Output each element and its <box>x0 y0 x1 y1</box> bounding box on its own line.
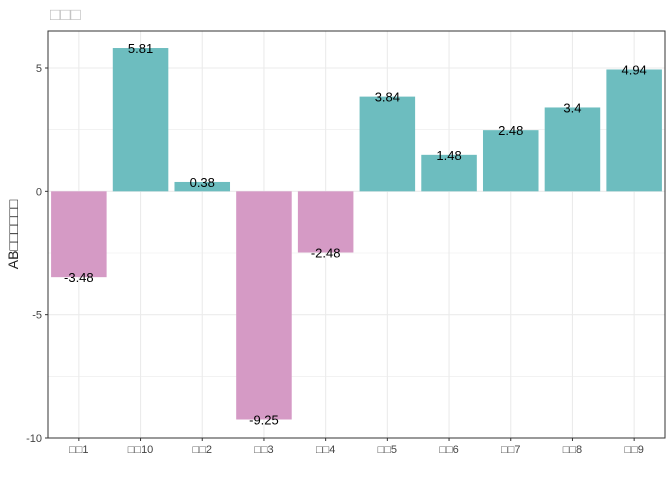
x-tick-label: □□6 <box>439 444 458 456</box>
bar <box>297 191 354 253</box>
x-tick-label: □□5 <box>378 444 397 456</box>
y-axis: -10 -5 0 5 <box>26 63 48 445</box>
bar <box>51 191 107 278</box>
data-label: 1.48 <box>436 148 461 163</box>
x-tick-label: □□9 <box>624 444 643 456</box>
y-tick-label: 0 <box>36 186 42 198</box>
y-tick-label: 5 <box>36 63 42 75</box>
bar <box>236 191 292 420</box>
chart-title: □□□ <box>50 5 81 24</box>
bars <box>51 48 662 420</box>
x-tick-label: □□10 <box>128 444 154 456</box>
bar <box>174 181 231 192</box>
x-axis: □□1 □□10 □□2 □□3 □□4 □□5 □□6 □□7 □□8 □□9 <box>69 438 644 456</box>
data-label: 5.81 <box>128 41 153 56</box>
data-label: -3.48 <box>64 270 94 285</box>
x-tick-label: □□1 <box>69 444 88 456</box>
bar <box>544 107 601 192</box>
data-label: 3.4 <box>563 100 581 115</box>
bar <box>421 154 477 192</box>
data-label: -9.25 <box>249 413 279 428</box>
bar <box>359 96 416 192</box>
bar <box>482 130 539 192</box>
data-label: -2.48 <box>311 246 341 261</box>
x-tick-label: □□3 <box>254 444 273 456</box>
data-label: 3.84 <box>375 90 400 105</box>
x-tick-label: □□8 <box>563 444 582 456</box>
data-label: 4.94 <box>621 62 646 77</box>
x-tick-label: □□2 <box>193 444 212 456</box>
y-axis-label: AB□□□□□□ <box>5 199 21 269</box>
data-label: 0.38 <box>190 175 215 190</box>
x-tick-label: □□4 <box>316 444 335 456</box>
data-label: 2.48 <box>498 123 523 138</box>
x-tick-label: □□7 <box>501 444 520 456</box>
y-tick-label: -5 <box>32 310 42 322</box>
bar <box>112 48 169 192</box>
bar <box>606 69 662 192</box>
y-tick-label: -10 <box>26 433 42 445</box>
panel-border <box>47 30 666 439</box>
data-labels: -3.48 5.81 0.38 -9.25 -2.48 3.84 1.48 2.48 3.4 4.… <box>64 41 647 427</box>
